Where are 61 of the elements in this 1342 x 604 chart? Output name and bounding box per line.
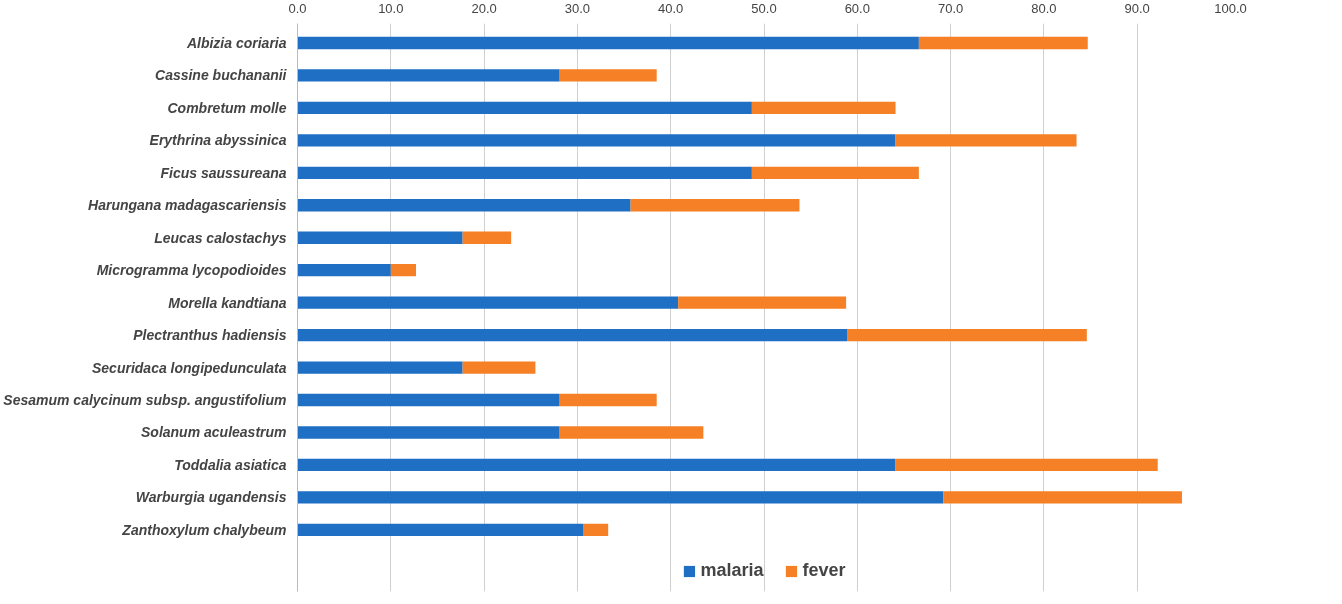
bar [462,231,512,244]
legend-label: malaria [700,560,764,581]
bar [297,296,679,309]
bar [751,166,919,179]
bar [297,458,896,472]
y-tick-label: Harungana madagascariensis [88,197,287,214]
bar [895,134,1077,147]
bar [297,101,752,115]
y-tick-label: Morella kandtiana [168,294,287,311]
y-tick-label: Erythrina abyssinica [149,132,287,149]
bar [297,523,583,536]
x-tick-label: 90.0 [1124,0,1150,16]
bar [390,264,416,277]
y-tick-label: Solanum aculeastrum [141,424,287,441]
bar [559,393,657,407]
y-tick-label: Combretum molle [167,99,287,116]
bar [297,491,944,504]
y-tick-label: Albizia coriaria [185,34,287,51]
y-tick-label: Plectranthus hadiensis [133,327,287,344]
y-tick-label: Toddalia asiatica [174,456,287,473]
y-tick-label: Securidaca longipedunculata [92,359,287,376]
bar [297,361,463,374]
x-tick-label: 20.0 [471,0,497,16]
bar [297,426,560,439]
bar [297,199,631,212]
x-tick-label: 60.0 [844,0,870,16]
y-tick-label: Warburgia ugandensis [135,489,287,506]
x-tick-label: 50.0 [751,0,777,16]
x-tick-label: 0.0 [288,0,307,16]
bar [918,36,1088,50]
bar [678,296,847,309]
bar [462,361,536,374]
bar [297,166,752,179]
bar [559,69,657,82]
y-tick-label: Cassine buchananii [155,67,288,84]
bar [297,134,896,147]
x-tick-label: 40.0 [658,0,684,16]
x-tick-label: 70.0 [937,0,964,16]
y-tick-label: Microgramma lycopodioides [96,262,287,279]
bar [297,231,463,244]
y-tick-label: Ficus saussureana [160,164,287,181]
x-tick-label: 30.0 [564,0,591,16]
bar [847,328,1087,342]
bar [297,264,391,277]
bar [297,36,919,50]
y-tick-label: Leucas calostachys [154,229,287,246]
bar [630,199,800,212]
legend-label: fever [802,560,846,581]
bar [297,69,560,82]
bar [751,101,896,115]
bar [895,458,1158,472]
bar [583,523,609,536]
y-tick-label: Zanthoxylum chalybeum [121,521,287,538]
bar [297,393,560,407]
x-tick-label: 80.0 [1031,0,1057,16]
bar [559,426,704,439]
y-tick-label: Sesamum calycinum subsp. angustifolium [3,392,287,408]
x-tick-label: 10.0 [378,0,404,16]
bar [943,491,1182,504]
bar [297,328,848,342]
x-tick-label: 100.0 [1214,0,1247,16]
